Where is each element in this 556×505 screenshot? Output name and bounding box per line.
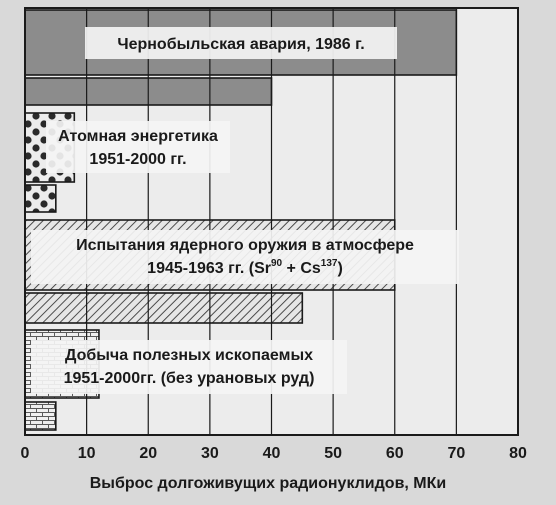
annotation-line-2-1: 1945-1963 гг. (Sr90 + Cs137) xyxy=(147,258,343,277)
bar-7 xyxy=(24,401,57,431)
bar-3 xyxy=(24,184,57,213)
annotation-box-0 xyxy=(85,27,397,59)
x-tick-label-10: 10 xyxy=(78,445,96,462)
annotation-line-2-0: Испытания ядерного оружия в атмосфере xyxy=(76,237,414,254)
plot-frame xyxy=(24,7,519,436)
bar-5 xyxy=(24,292,304,324)
x-tick-label-0: 0 xyxy=(21,445,30,462)
x-tick-label-80: 80 xyxy=(509,445,527,462)
x-axis-label: Выброс долгоживущих радионуклидов, МКи xyxy=(90,475,446,492)
x-tick-label-70: 70 xyxy=(447,445,465,462)
annotation-line-1-0: Атомная энергетика xyxy=(58,128,218,145)
annotation-line-3-0: Добыча полезных ископаемых xyxy=(65,347,313,364)
x-tick-label-30: 30 xyxy=(201,445,219,462)
x-tick-label-50: 50 xyxy=(324,445,342,462)
annotation-box-1 xyxy=(46,121,230,173)
annotation-line-1-1: 1951-2000 гг. xyxy=(89,151,186,168)
x-tick-label-40: 40 xyxy=(263,445,281,462)
annotation-box-2 xyxy=(31,230,459,284)
annotation-box-3 xyxy=(31,340,347,394)
x-tick-label-20: 20 xyxy=(139,445,157,462)
annotation-line-3-1: 1951-2000гг. (без урановых руд) xyxy=(64,370,315,387)
annotation-line-0-0: Чернобыльская авария, 1986 г. xyxy=(117,36,364,53)
x-tick-label-60: 60 xyxy=(386,445,404,462)
